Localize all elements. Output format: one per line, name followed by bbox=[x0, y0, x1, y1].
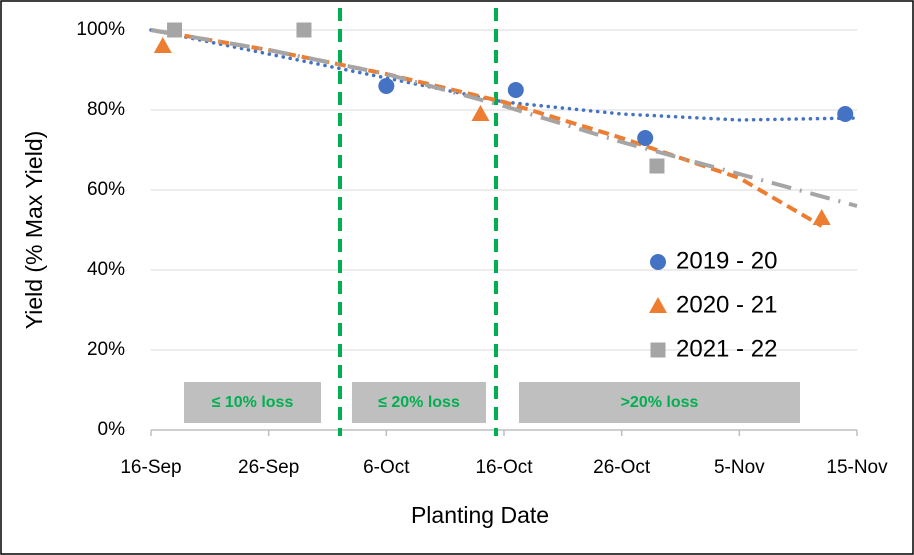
x-tick-label: 16-Oct bbox=[475, 457, 533, 478]
data-point bbox=[637, 130, 654, 146]
trendline bbox=[150, 28, 823, 228]
y-axis-title: Yield (% Max Yield) bbox=[21, 131, 47, 330]
y-tick-label: 20% bbox=[87, 339, 125, 360]
data-point bbox=[153, 37, 172, 53]
y-tick-label: 0% bbox=[98, 419, 126, 440]
zone-label: ≤ 10% loss bbox=[212, 394, 294, 411]
data-point bbox=[507, 82, 524, 98]
y-tick-label: 40% bbox=[87, 259, 125, 280]
legend-label: 2019 - 20 bbox=[676, 247, 777, 274]
x-tick-label: 26-Sep bbox=[238, 457, 299, 478]
legend-marker bbox=[650, 254, 666, 270]
zone-label: >20% loss bbox=[621, 394, 699, 411]
data-point bbox=[812, 209, 831, 225]
data-point bbox=[167, 22, 183, 38]
data-point bbox=[296, 22, 312, 38]
zone-box bbox=[352, 382, 486, 423]
trendline bbox=[149, 28, 859, 122]
x-tick-label: 6-Oct bbox=[363, 457, 410, 478]
trendline bbox=[150, 28, 858, 208]
data-point bbox=[649, 158, 665, 174]
zone-box bbox=[184, 382, 321, 423]
zone-box bbox=[519, 382, 800, 423]
data-point bbox=[837, 106, 854, 122]
legend-marker bbox=[650, 342, 666, 358]
x-tick-label: 15-Nov bbox=[826, 457, 888, 478]
y-tick-label: 60% bbox=[87, 179, 125, 200]
y-tick-label: 100% bbox=[76, 19, 125, 40]
y-tick-label: 80% bbox=[87, 99, 125, 120]
x-tick-label: 26-Oct bbox=[593, 457, 651, 478]
x-axis-title: Planting Date bbox=[411, 502, 549, 528]
x-tick-label: 16-Sep bbox=[120, 457, 181, 478]
legend-label: 2021 - 22 bbox=[676, 335, 777, 362]
x-tick-label: 5-Nov bbox=[714, 457, 765, 478]
legend-label: 2020 - 21 bbox=[676, 291, 777, 318]
data-point bbox=[378, 78, 395, 94]
data-point bbox=[471, 105, 490, 121]
legend-marker bbox=[649, 297, 667, 313]
zone-label: ≤ 20% loss bbox=[378, 394, 460, 411]
